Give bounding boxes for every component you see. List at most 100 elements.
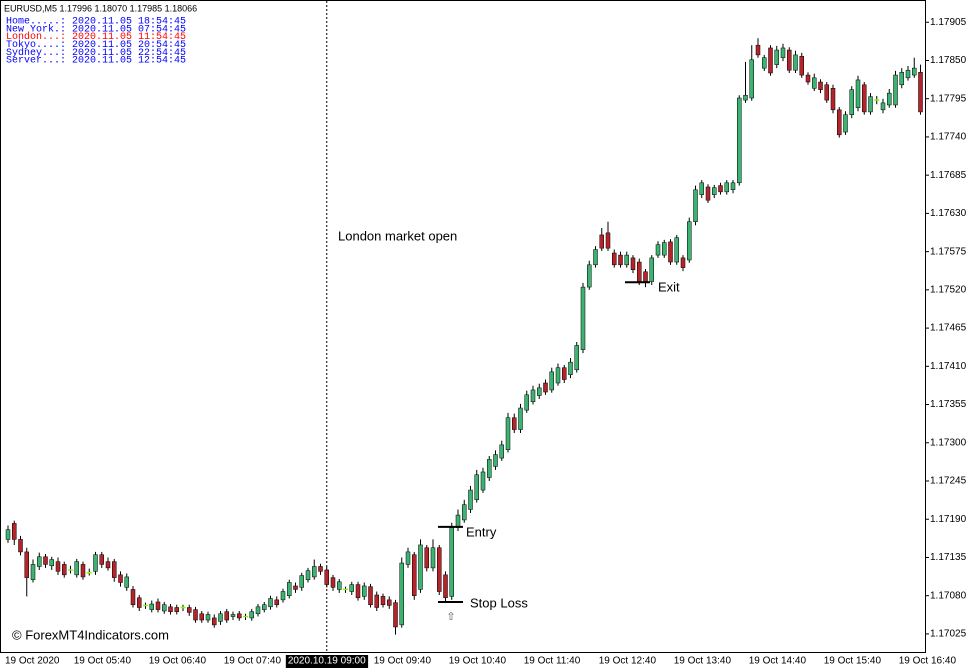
candle-body xyxy=(305,570,311,580)
x-tick-label: 19 Oct 13:40 xyxy=(674,656,732,667)
x-tick-label: 19 Oct 12:40 xyxy=(599,656,657,667)
candle-body xyxy=(849,89,854,115)
candle-body xyxy=(580,286,586,350)
candle-body xyxy=(30,564,36,580)
candle-body xyxy=(705,186,711,201)
clock-line: New York.: 2020.11.05 07:54:45 xyxy=(6,23,186,35)
watermark: © ForexMT4Indicators.com xyxy=(12,627,169,642)
candle-body xyxy=(462,504,467,521)
candle-body xyxy=(649,257,654,282)
x-tick-label: 19 Oct 2020 xyxy=(5,656,60,667)
y-tick-label: 1.17685 xyxy=(930,170,967,181)
candle-body xyxy=(362,585,367,597)
y-tick-label: 1.17795 xyxy=(930,93,967,104)
candle-body xyxy=(5,529,11,540)
candle-body xyxy=(524,394,529,411)
y-tick-label: 1.17300 xyxy=(930,437,967,448)
clock-line: London...: 2020.11.05 11:54:45 xyxy=(6,31,186,43)
candle-body xyxy=(612,252,617,266)
candle-body xyxy=(918,72,923,113)
x-tick-label: 19 Oct 05:40 xyxy=(74,656,132,667)
candle-body xyxy=(162,604,167,612)
candle-body xyxy=(387,599,392,606)
y-tick-label: 1.17355 xyxy=(930,399,967,410)
candle-body xyxy=(349,584,354,592)
candle-body xyxy=(912,67,917,76)
y-tick-label: 1.17135 xyxy=(930,552,967,563)
candle-body xyxy=(837,109,842,136)
candle-body xyxy=(24,551,29,578)
candle-body xyxy=(355,584,361,599)
candle-body xyxy=(587,264,592,288)
candle-body xyxy=(568,361,573,375)
candle-body xyxy=(99,554,104,565)
candle-body xyxy=(605,232,611,249)
candle-body xyxy=(230,614,236,617)
candle-body xyxy=(630,257,636,270)
candle-body xyxy=(474,474,479,501)
clock-line: Home.....: 2020.11.05 18:54:45 xyxy=(6,17,186,28)
candle-body xyxy=(280,591,286,601)
candle-body xyxy=(737,97,742,184)
candle-body xyxy=(699,182,704,195)
candle-body xyxy=(830,88,836,111)
candle-body xyxy=(237,613,242,619)
candle-body xyxy=(405,551,411,565)
annotation: London market open xyxy=(338,228,457,243)
candle-body xyxy=(468,489,473,510)
candle-body xyxy=(618,254,623,266)
candle-body xyxy=(893,74,898,106)
y-tick-label: 1.17410 xyxy=(930,361,967,372)
entry-arrow: ⇧ xyxy=(446,611,455,623)
vline-label-bg xyxy=(285,655,369,668)
candle-body xyxy=(318,566,323,572)
candle-body xyxy=(274,599,279,605)
candle-body xyxy=(512,417,517,430)
candle-body xyxy=(637,261,642,282)
candle-body xyxy=(862,84,867,113)
candle-body xyxy=(12,523,17,540)
candle-body xyxy=(643,271,648,282)
candle-body xyxy=(743,94,748,101)
candle-body xyxy=(155,601,161,610)
candle-body xyxy=(880,102,886,111)
candle-body xyxy=(855,79,861,108)
candle-body xyxy=(368,586,373,605)
candle-body xyxy=(762,57,767,69)
x-tick-label: 19 Oct 15:40 xyxy=(824,656,882,667)
candle-body xyxy=(793,54,798,71)
y-tick-label: 1.17190 xyxy=(930,514,967,525)
candle-body xyxy=(730,182,736,191)
candle-body xyxy=(174,607,179,612)
candle-body xyxy=(118,574,123,583)
y-tick-label: 1.17245 xyxy=(930,476,967,487)
candle-body xyxy=(768,47,773,74)
candle-body xyxy=(137,597,142,608)
candle-body xyxy=(62,564,67,576)
candle-body xyxy=(43,556,48,565)
candle-body xyxy=(80,564,86,578)
candle-body xyxy=(868,96,873,113)
candle-body xyxy=(480,471,486,491)
y-tick-label: 1.17025 xyxy=(930,629,967,640)
y-tick-label: 1.17740 xyxy=(930,132,967,143)
candle-body xyxy=(224,611,229,621)
candle-body xyxy=(418,544,423,590)
candle-body xyxy=(537,387,542,396)
candle-body xyxy=(380,596,386,605)
candle-body xyxy=(774,49,779,65)
x-tick-label: 19 Oct 10:40 xyxy=(449,656,507,667)
candle-body xyxy=(493,454,498,467)
symbol-info: EURUSD,M5 1.17996 1.18070 1.17985 1.1806… xyxy=(4,3,197,13)
candle-body xyxy=(430,547,436,569)
candle-body xyxy=(905,69,911,79)
candle-body xyxy=(787,49,792,71)
annotation: Exit xyxy=(658,280,680,295)
x-tick-label: 2020.10.19 09:00 xyxy=(288,656,366,667)
x-tick-label: 19 Oct 06:40 xyxy=(149,656,207,667)
candle-body xyxy=(718,185,723,193)
x-tick-label: 19 Oct 07:40 xyxy=(224,656,282,667)
candle-body xyxy=(624,254,629,266)
